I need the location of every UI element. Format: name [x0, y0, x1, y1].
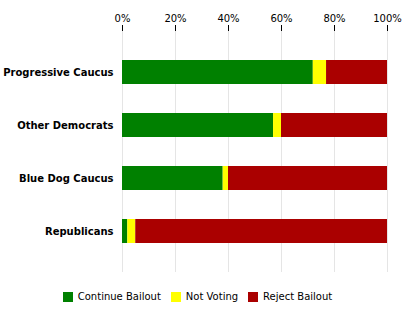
html-text:Continue Bailout: Continue Bailout: [77, 291, 161, 302]
svg-text:100%: 100%: [373, 13, 402, 24]
svg-text:Other Democrats: Other Democrats: [17, 120, 113, 131]
svg-text:Progressive Caucus: Progressive Caucus: [3, 67, 113, 78]
svg-text:Blue Dog Caucus: Blue Dog Caucus: [19, 173, 113, 184]
svg-text:Republicans: Republicans: [45, 226, 114, 237]
svg-text:80%: 80%: [323, 13, 345, 24]
html-text:Not Voting: Not Voting: [185, 291, 239, 302]
svg-text:20%: 20%: [164, 13, 186, 24]
html-text:Reject Bailout: Reject Bailout: [263, 291, 333, 302]
svg-text:0%: 0%: [115, 13, 131, 24]
svg-text:40%: 40%: [217, 13, 239, 24]
svg-text:60%: 60%: [270, 13, 292, 24]
